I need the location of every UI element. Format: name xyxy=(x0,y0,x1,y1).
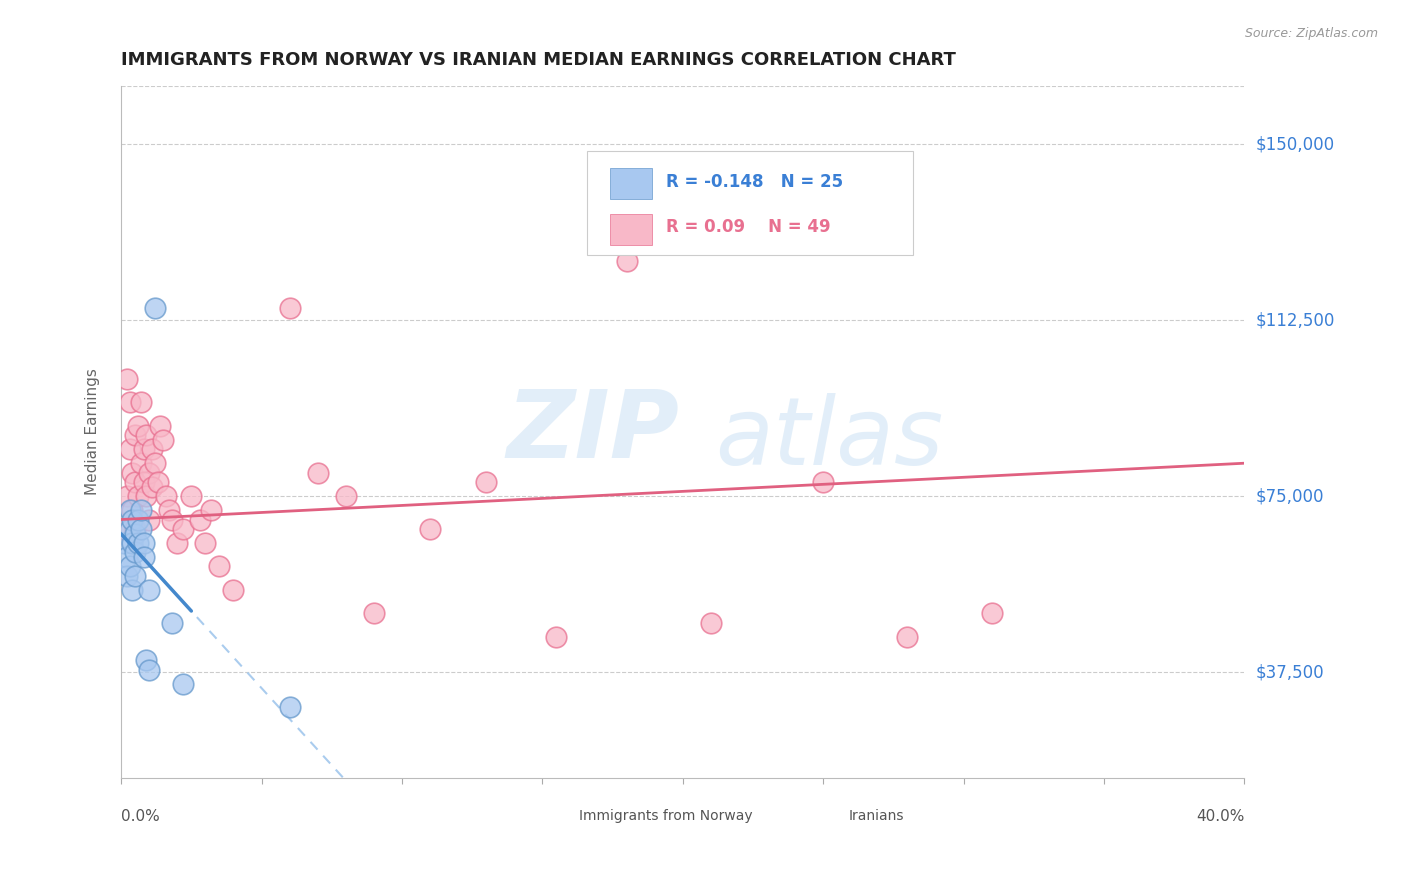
Point xyxy=(138,663,160,677)
Point xyxy=(121,503,143,517)
Text: ZIP: ZIP xyxy=(506,385,679,477)
Point xyxy=(149,418,172,433)
Point xyxy=(127,536,149,550)
Point xyxy=(129,395,152,409)
Point xyxy=(121,466,143,480)
Point xyxy=(124,522,146,536)
Point xyxy=(118,395,141,409)
Text: $150,000: $150,000 xyxy=(1256,136,1334,153)
Point xyxy=(278,301,301,316)
Point xyxy=(180,489,202,503)
Point xyxy=(127,512,149,526)
Point xyxy=(115,489,138,503)
Point xyxy=(124,569,146,583)
Point xyxy=(700,615,723,630)
Text: Immigrants from Norway: Immigrants from Norway xyxy=(579,809,754,823)
Text: 0.0%: 0.0% xyxy=(121,809,160,823)
Point xyxy=(141,480,163,494)
Point xyxy=(112,536,135,550)
Point xyxy=(132,536,155,550)
Text: IMMIGRANTS FROM NORWAY VS IRANIAN MEDIAN EARNINGS CORRELATION CHART: IMMIGRANTS FROM NORWAY VS IRANIAN MEDIAN… xyxy=(121,51,956,69)
Point xyxy=(129,503,152,517)
Point xyxy=(115,569,138,583)
Point xyxy=(616,254,638,268)
Point xyxy=(146,475,169,489)
Point xyxy=(138,466,160,480)
Point xyxy=(132,442,155,457)
Y-axis label: Median Earnings: Median Earnings xyxy=(86,368,100,495)
Point xyxy=(160,512,183,526)
Text: $75,000: $75,000 xyxy=(1256,487,1324,505)
Point xyxy=(419,522,441,536)
Text: Iranians: Iranians xyxy=(849,809,904,823)
FancyBboxPatch shape xyxy=(610,213,652,244)
Point xyxy=(896,630,918,644)
Point xyxy=(208,559,231,574)
Point xyxy=(546,630,568,644)
Point xyxy=(141,442,163,457)
Point xyxy=(363,607,385,621)
Point xyxy=(172,677,194,691)
Point xyxy=(813,475,835,489)
Point xyxy=(160,615,183,630)
Point xyxy=(980,607,1002,621)
Point xyxy=(132,549,155,564)
Point xyxy=(118,522,141,536)
Point xyxy=(121,512,143,526)
Point xyxy=(155,489,177,503)
Point xyxy=(157,503,180,517)
Point xyxy=(222,582,245,597)
Point xyxy=(118,442,141,457)
Point xyxy=(129,522,152,536)
Point xyxy=(129,456,152,470)
Point xyxy=(127,489,149,503)
FancyBboxPatch shape xyxy=(818,806,842,826)
Point xyxy=(200,503,222,517)
Point xyxy=(138,512,160,526)
Point xyxy=(152,433,174,447)
Point xyxy=(143,301,166,316)
Point xyxy=(307,466,329,480)
Point xyxy=(166,536,188,550)
Point xyxy=(124,526,146,541)
Text: R = -0.148   N = 25: R = -0.148 N = 25 xyxy=(666,173,844,191)
FancyBboxPatch shape xyxy=(588,152,912,255)
Point xyxy=(118,503,141,517)
Point xyxy=(335,489,357,503)
Point xyxy=(143,456,166,470)
Text: $37,500: $37,500 xyxy=(1256,663,1324,681)
Point xyxy=(115,549,138,564)
Point xyxy=(135,653,157,667)
Text: R = 0.09    N = 49: R = 0.09 N = 49 xyxy=(666,219,831,236)
Point xyxy=(135,489,157,503)
Point xyxy=(138,582,160,597)
Point xyxy=(194,536,217,550)
Point xyxy=(124,428,146,442)
Text: $112,500: $112,500 xyxy=(1256,311,1336,329)
Point xyxy=(118,559,141,574)
Point xyxy=(121,582,143,597)
Point xyxy=(278,700,301,714)
Text: atlas: atlas xyxy=(714,393,943,484)
Point xyxy=(188,512,211,526)
Point xyxy=(121,536,143,550)
Point xyxy=(135,428,157,442)
FancyBboxPatch shape xyxy=(610,168,652,199)
Point xyxy=(124,545,146,559)
Point xyxy=(172,522,194,536)
Text: Source: ZipAtlas.com: Source: ZipAtlas.com xyxy=(1244,27,1378,40)
Point xyxy=(112,522,135,536)
Point xyxy=(127,418,149,433)
FancyBboxPatch shape xyxy=(548,806,572,826)
Point xyxy=(475,475,498,489)
Text: 40.0%: 40.0% xyxy=(1197,809,1244,823)
Point xyxy=(132,475,155,489)
Point xyxy=(115,372,138,386)
Point xyxy=(124,475,146,489)
